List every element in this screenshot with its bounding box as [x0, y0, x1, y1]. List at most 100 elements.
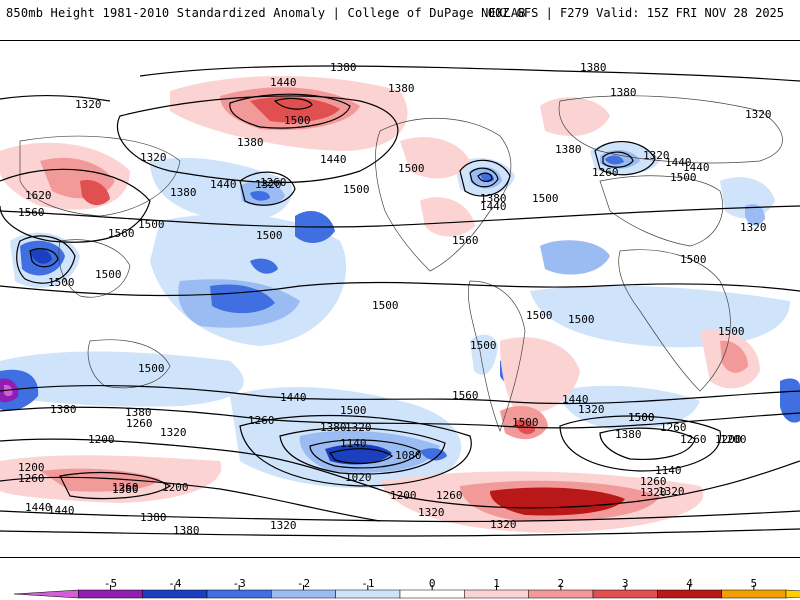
contour-label: 1260	[126, 417, 153, 430]
contour-label: 1440	[665, 156, 692, 169]
contour-label: 1260	[18, 472, 45, 485]
contour-label: 1320	[578, 403, 605, 416]
contour-label: 1500	[372, 299, 399, 312]
colorbar-segment	[142, 589, 208, 599]
contour-label: 1500	[343, 183, 370, 196]
contour-label: 1380	[320, 421, 347, 434]
contour-label: 1200	[18, 461, 45, 474]
anomaly-map: 1380 1380 1320 1440 1380 1380 1500 1320 …	[0, 40, 800, 558]
contour-label: 1320	[140, 151, 167, 164]
colorbar-segment	[271, 589, 336, 599]
contour-label: 1380	[480, 192, 507, 205]
contour-label: 1320	[255, 178, 282, 191]
contour-label: 1440	[48, 504, 75, 517]
contour-label: 1200	[162, 481, 189, 494]
contour-label: 1500	[340, 404, 367, 417]
colorbar-tick-label: 1	[493, 577, 500, 590]
contour-label: 1320	[270, 519, 297, 532]
contour-label: 1500	[398, 162, 425, 175]
contour-label: 1440	[480, 200, 507, 213]
colorbar-segment	[206, 589, 272, 599]
contour-label: 1500	[138, 362, 165, 375]
contour-label: 1320	[643, 149, 670, 162]
contour-label: 1380	[330, 61, 357, 74]
contour-label: 1260	[260, 176, 287, 189]
contour-label: 1320	[745, 108, 772, 121]
contour-label: 1020	[345, 471, 372, 484]
contour-label: 1380	[125, 406, 152, 419]
colorbar-tick-label: 2	[557, 577, 565, 590]
contour-label: 1320	[75, 98, 102, 111]
contour-label: 1260	[112, 481, 139, 494]
contour-label: 1320	[345, 421, 372, 434]
colorbar-tick-label: 0	[428, 577, 436, 590]
colorbar-tick-label: -4	[168, 577, 182, 590]
contour-label: 1140	[655, 464, 682, 477]
colorbar-segment	[657, 589, 722, 599]
contour-label: 1440	[25, 501, 52, 514]
contour-label: 1380	[50, 403, 77, 416]
contour-label: 1140	[340, 437, 367, 450]
contour-label: 1260	[640, 475, 667, 488]
contour-label: 1380	[388, 82, 415, 95]
contour-label: 1320	[640, 486, 667, 499]
contour-label: 1500	[512, 416, 539, 429]
colorbar-segment	[592, 589, 658, 599]
contour-label: 1500	[95, 268, 122, 281]
contour-label: 1500	[532, 192, 559, 205]
contour-label: 1620	[25, 189, 52, 202]
contour-label: 1260	[248, 414, 275, 427]
contour-label: 1500	[284, 114, 311, 127]
contour-label: 1440	[270, 76, 297, 89]
contour-labels: 1380 1380 1320 1440 1380 1380 1500 1320 …	[18, 61, 772, 537]
colorbar-tick-label: 3	[621, 577, 629, 590]
model-run-valid-time: 00Z GFS | F279 Valid: 15Z FRI NOV 28 202…	[487, 6, 784, 20]
map-title: 850mb Height 1981-2010 Standardized Anom…	[6, 6, 526, 20]
contour-label: 1320	[658, 485, 685, 498]
colorbar-segment	[721, 589, 787, 599]
contour-label: 1440	[562, 393, 589, 406]
contour-label: 1380	[140, 511, 167, 524]
contour-label: 1500	[718, 325, 745, 338]
colorbar-segment	[78, 589, 143, 599]
contour-label: 1320	[418, 506, 445, 519]
positive-anomaly-shading	[0, 76, 760, 533]
colorbar-segment	[528, 589, 594, 599]
contour-label: 1440	[320, 153, 347, 166]
colorbar-segment	[335, 589, 401, 599]
contour-label: 1500	[628, 411, 655, 424]
contour-label: 1560	[18, 206, 45, 219]
contour-label: 1500	[526, 309, 553, 322]
contour-label: 1200	[88, 433, 115, 446]
contour-label: 1260	[436, 489, 463, 502]
contour-label: 1500	[670, 171, 697, 184]
contour-label: 1560	[452, 389, 479, 402]
colorbar-segment	[399, 589, 465, 599]
contour-label: 1260	[592, 166, 619, 179]
contour-label: 1440	[210, 178, 237, 191]
contour-label: 1500	[628, 411, 655, 424]
contour-label: 1560	[108, 227, 135, 240]
contour-label: 1320	[490, 518, 517, 531]
contour-label: 1260	[680, 433, 707, 446]
colorbar-tick-label: -5	[103, 577, 118, 590]
contour-label: 1380	[580, 61, 607, 74]
contour-label: 1320	[160, 426, 187, 439]
contour-label: 1500	[48, 276, 75, 289]
contour-label: 1320	[740, 221, 767, 234]
colorbar-tick-label: 5	[750, 577, 758, 590]
colorbar-segment	[13, 589, 79, 599]
contour-label: 1500	[470, 339, 497, 352]
contour-label: 1380	[610, 86, 637, 99]
colorbar-segment	[464, 589, 529, 599]
contour-label: 1500	[680, 253, 707, 266]
colorbar-tick-label: -1	[361, 577, 375, 590]
height-contours	[0, 65, 800, 537]
contour-label: 1080	[395, 449, 422, 462]
contour-label: 1380	[112, 483, 139, 496]
contour-label: 1260	[660, 421, 687, 434]
contour-label: 1380	[173, 524, 200, 537]
contour-label: 1380	[555, 143, 582, 156]
contour-label: 1440	[683, 161, 710, 174]
colorbar-tick-label: -2	[296, 577, 311, 590]
